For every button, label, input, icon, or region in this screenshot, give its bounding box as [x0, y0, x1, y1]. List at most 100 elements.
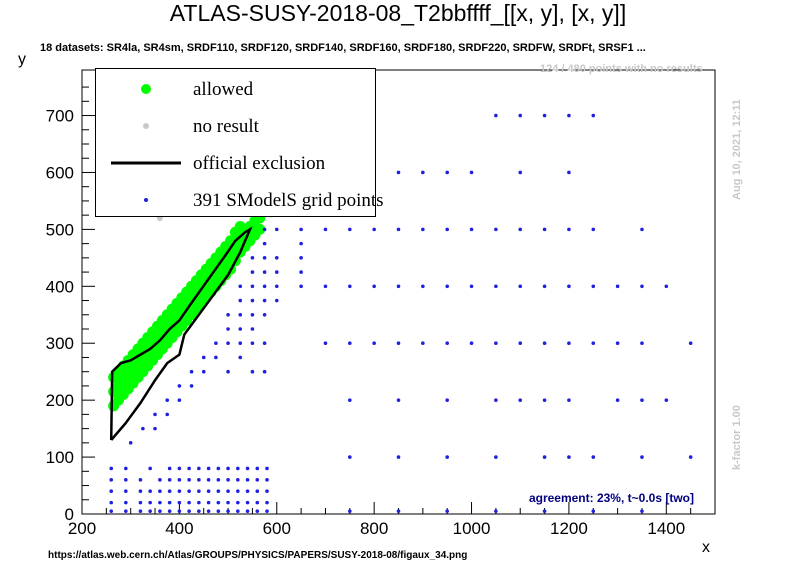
- grid-point: [445, 398, 449, 402]
- grid-point: [567, 284, 571, 289]
- grid-point: [226, 509, 230, 513]
- grid-point: [226, 341, 230, 346]
- grid-point: [138, 478, 143, 482]
- chart-title: ATLAS-SUSY-2018-08_T2bbffff_[[x, y], [x,…: [169, 0, 627, 26]
- grid-point: [255, 489, 260, 494]
- grid-point: [518, 227, 523, 232]
- grid-point: [518, 170, 523, 175]
- grid-point: [189, 369, 194, 374]
- grid-point: [138, 509, 143, 513]
- grid-point: [262, 227, 267, 232]
- grid-point: [348, 284, 352, 289]
- grid-point: [250, 270, 255, 274]
- agreement-label: agreement: 23%, t~0.0s [two]: [528, 491, 694, 505]
- grid-point: [165, 398, 170, 402]
- grid-point: [197, 478, 201, 482]
- grid-point: [214, 355, 218, 360]
- grid-point: [177, 398, 182, 402]
- grid-point: [138, 489, 143, 494]
- grid-point: [299, 256, 303, 260]
- grid-point: [615, 341, 620, 346]
- grid-point: [265, 478, 269, 482]
- grid-point: [372, 284, 376, 289]
- grid-point: [640, 398, 644, 402]
- grid-point: [206, 466, 211, 471]
- grid-point: [109, 466, 114, 471]
- grid-point: [640, 284, 644, 289]
- grid-point: [236, 489, 240, 494]
- grid-point: [262, 298, 267, 303]
- grid-point: [177, 384, 182, 388]
- grid-point: [262, 241, 267, 246]
- grid-point: [591, 227, 596, 232]
- grid-point: [216, 509, 221, 513]
- grid-point: [226, 466, 230, 471]
- x-tick-label: 800: [360, 519, 388, 538]
- grid-point: [274, 256, 279, 260]
- grid-point: [469, 227, 474, 232]
- grid-point: [265, 489, 269, 494]
- grid-point: [421, 284, 425, 289]
- grid-point: [187, 478, 191, 482]
- grid-point: [124, 489, 128, 494]
- grid-point: [238, 355, 243, 360]
- x-tick-label: 400: [165, 519, 193, 538]
- grid-point: [323, 341, 328, 346]
- y-tick-label: 200: [46, 391, 74, 410]
- grid-point: [138, 500, 143, 505]
- grid-point: [348, 455, 352, 459]
- grid-point: [250, 312, 255, 317]
- grid-point: [187, 466, 191, 471]
- grid-point: [109, 500, 114, 505]
- grid-point: [396, 170, 401, 175]
- grid-point: [274, 284, 279, 289]
- grid-point: [201, 369, 206, 374]
- grid-point: [236, 478, 240, 482]
- grid-point: [567, 398, 571, 402]
- grid-point: [664, 284, 669, 289]
- grid-point: [187, 509, 191, 513]
- grid-point: [567, 455, 571, 459]
- grid-point: [262, 341, 267, 346]
- grid-point: [262, 270, 267, 274]
- grid-point: [542, 398, 547, 402]
- y-tick-label: 600: [46, 163, 74, 182]
- grid-point: [469, 284, 474, 289]
- grid-point: [567, 113, 571, 118]
- grid-point: [216, 466, 221, 471]
- grid-point: [688, 341, 693, 346]
- grid-point: [518, 113, 523, 118]
- legend-label: official exclusion: [193, 153, 326, 174]
- green-dot-icon: [141, 84, 151, 94]
- grid-point: [591, 509, 596, 513]
- grid-point: [518, 398, 523, 402]
- grid-point: [250, 256, 255, 260]
- grid-point: [494, 509, 498, 513]
- grid-point: [216, 500, 221, 505]
- grid-point: [167, 466, 172, 471]
- grid-point: [250, 298, 255, 303]
- grid-point: [187, 489, 191, 494]
- x-axis-label: x: [702, 539, 710, 556]
- grid-point: [250, 369, 255, 374]
- grid-point: [124, 478, 128, 482]
- grid-point: [238, 298, 243, 303]
- grid-point: [226, 312, 230, 317]
- grid-point: [396, 284, 401, 289]
- y-axis-label: y: [18, 51, 26, 68]
- grid-point: [567, 227, 571, 232]
- grid-point: [518, 284, 523, 289]
- grid-point: [421, 341, 425, 346]
- y-tick-label: 400: [46, 277, 74, 296]
- grid-point: [250, 341, 255, 346]
- grid-point: [226, 489, 230, 494]
- grid-point: [518, 341, 523, 346]
- grid-point: [238, 327, 243, 331]
- grid-point: [542, 284, 547, 289]
- grid-point: [245, 489, 250, 494]
- grey-dot-icon: [143, 123, 149, 129]
- grid-point: [640, 341, 644, 346]
- grid-point: [348, 341, 352, 346]
- grid-point: [177, 500, 182, 505]
